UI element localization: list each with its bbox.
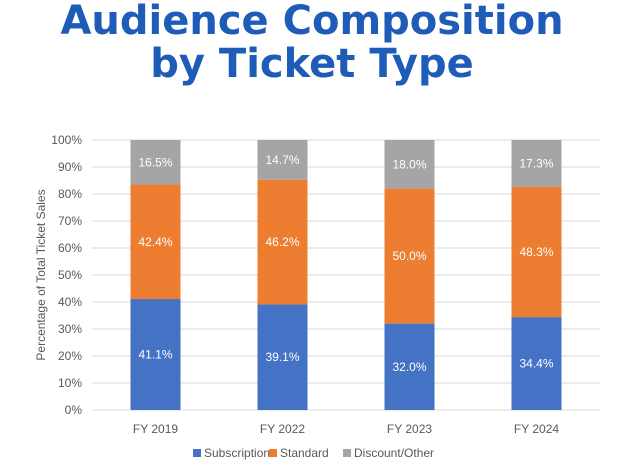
y-tick-label: 50% <box>58 268 82 282</box>
data-label: 34.4% <box>519 357 553 371</box>
y-tick-label: 100% <box>51 133 82 147</box>
y-tick-label: 20% <box>58 349 82 363</box>
data-label: 48.3% <box>519 245 553 259</box>
data-label: 42.4% <box>138 235 172 249</box>
y-axis-title: Percentage of Total Ticket Sales <box>34 189 48 360</box>
data-label: 41.1% <box>138 348 172 362</box>
data-label: 14.7% <box>265 153 299 167</box>
bar-segment <box>511 186 562 318</box>
legend-swatch <box>269 449 277 457</box>
legend-label: Discount/Other <box>354 446 434 460</box>
chart-title-line: by Ticket Type <box>150 41 474 87</box>
y-tick-label: 60% <box>58 241 82 255</box>
y-tick-label: 70% <box>58 214 82 228</box>
chart-title: Audience Composition by Ticket Type <box>0 0 624 86</box>
x-tick-label: FY 2019 <box>133 422 178 436</box>
y-tick-label: 10% <box>58 376 82 390</box>
y-tick-label: 90% <box>58 160 82 174</box>
legend-label: Standard <box>280 446 329 460</box>
bar-segment <box>384 188 435 324</box>
bar-segment <box>384 140 435 189</box>
legend-swatch <box>343 449 351 457</box>
y-tick-label: 0% <box>65 403 83 417</box>
bar-segment <box>130 184 181 300</box>
chart-title-line: Audience Composition <box>60 0 564 44</box>
y-tick-label: 40% <box>58 295 82 309</box>
legend-label: Subscription <box>204 446 270 460</box>
data-label: 32.0% <box>392 360 426 374</box>
y-tick-label: 30% <box>58 322 82 336</box>
bar-segment <box>257 140 308 180</box>
y-tick-label: 80% <box>58 187 82 201</box>
data-label: 46.2% <box>265 235 299 249</box>
data-label: 39.1% <box>265 350 299 364</box>
bar-segment <box>130 299 181 410</box>
data-label: 50.0% <box>392 249 426 263</box>
x-tick-label: FY 2023 <box>387 422 432 436</box>
bar-segment <box>384 323 435 410</box>
bar-segment <box>511 317 562 410</box>
data-label: 18.0% <box>392 157 426 171</box>
bar-segment <box>130 140 181 185</box>
bar-segment <box>511 140 562 187</box>
legend-swatch <box>193 449 201 457</box>
x-tick-label: FY 2024 <box>514 422 559 436</box>
bar-segment <box>257 179 308 305</box>
bar-segment <box>257 304 308 410</box>
x-tick-label: FY 2022 <box>260 422 305 436</box>
data-label: 17.3% <box>519 156 553 170</box>
data-label: 16.5% <box>138 155 172 169</box>
